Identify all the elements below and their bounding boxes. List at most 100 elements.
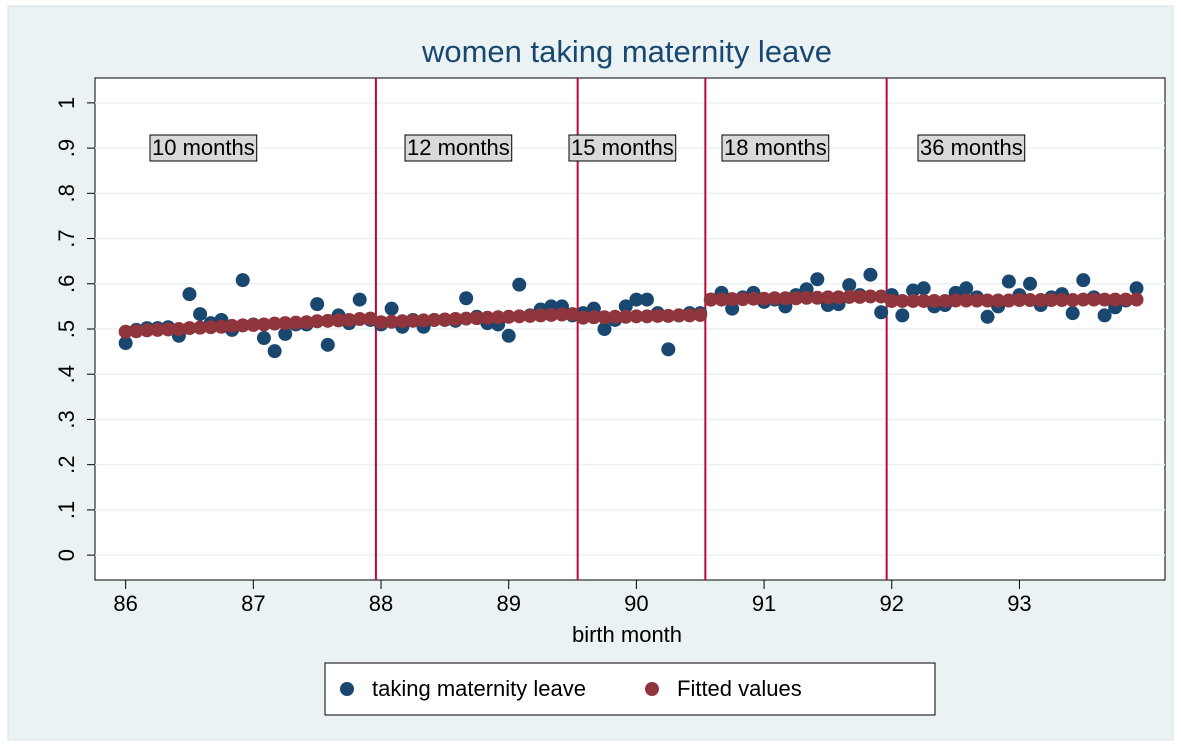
data-point [639, 309, 654, 324]
data-point [629, 309, 644, 324]
legend-label: Fitted values [677, 676, 802, 701]
data-point [842, 278, 857, 293]
data-point [661, 308, 676, 323]
data-point [991, 293, 1006, 308]
data-point [405, 313, 420, 328]
data-point [959, 281, 974, 296]
annotation: 15 months [568, 134, 677, 162]
data-point [267, 344, 282, 359]
data-point [895, 293, 910, 308]
chart-title: women taking maternity leave [421, 34, 832, 69]
data-point [884, 293, 899, 308]
data-point [1097, 308, 1112, 323]
y-tick-label: .9 [54, 139, 79, 157]
y-tick-label: .5 [54, 320, 79, 338]
y-tick-label: 1 [54, 97, 79, 109]
data-point [1001, 274, 1016, 289]
annotation-label: 12 months [407, 135, 510, 160]
data-point [597, 310, 612, 325]
data-point [363, 311, 378, 326]
x-tick-label: 88 [369, 591, 393, 616]
data-point [874, 305, 889, 320]
data-point [693, 307, 708, 322]
data-point [512, 309, 527, 324]
annotation-box [404, 134, 513, 162]
data-point [1076, 292, 1091, 307]
data-point [374, 315, 389, 330]
data-point [1097, 292, 1112, 307]
data-point [256, 317, 271, 332]
data-point [820, 290, 835, 305]
data-point [469, 311, 484, 326]
data-point [703, 292, 718, 307]
x-tick-label: 87 [241, 591, 265, 616]
data-point [427, 312, 442, 327]
data-point [1044, 293, 1059, 308]
data-point [182, 321, 197, 336]
annotation-box [568, 134, 677, 162]
data-point [320, 337, 335, 352]
annotation-box [721, 134, 830, 162]
data-point [448, 312, 463, 327]
data-point [501, 309, 516, 324]
x-tick-label: 92 [880, 591, 904, 616]
data-point [544, 307, 559, 322]
data-point [863, 267, 878, 282]
data-point [150, 322, 165, 337]
data-point [512, 277, 527, 292]
data-point [193, 307, 208, 322]
data-point [682, 308, 697, 323]
data-point [320, 313, 335, 328]
data-point [491, 310, 506, 325]
data-point [1108, 292, 1123, 307]
annotation: 36 months [917, 134, 1026, 162]
x-tick-label: 86 [113, 591, 137, 616]
annotation-label: 10 months [152, 135, 255, 160]
data-point [203, 320, 218, 335]
data-point [437, 312, 452, 327]
data-point [416, 313, 431, 328]
data-point [842, 289, 857, 304]
data-point [937, 293, 952, 308]
data-point [182, 287, 197, 302]
data-point [639, 292, 654, 307]
data-point [331, 313, 346, 328]
y-tick-label: .1 [54, 501, 79, 519]
data-point [916, 281, 931, 296]
data-point [565, 307, 580, 322]
data-point [214, 319, 229, 334]
data-point [384, 301, 399, 316]
data-point [235, 318, 250, 333]
annotation-box [917, 134, 1026, 162]
data-point [246, 317, 261, 332]
data-point [969, 293, 984, 308]
data-point [342, 312, 357, 327]
data-point [1065, 306, 1080, 321]
data-point [139, 323, 154, 338]
data-point [1076, 273, 1091, 288]
data-point [725, 292, 740, 307]
data-point [352, 312, 367, 327]
annotation-label: 15 months [571, 135, 674, 160]
y-tick-label: 0 [54, 549, 79, 561]
data-point [554, 307, 569, 322]
data-point [1118, 292, 1133, 307]
data-point [629, 292, 644, 307]
data-point [906, 293, 921, 308]
data-point [746, 291, 761, 306]
data-point [533, 308, 548, 323]
data-point [597, 322, 612, 336]
x-tick-label: 90 [624, 591, 648, 616]
data-point [310, 297, 325, 312]
data-point [278, 316, 293, 331]
data-point [788, 291, 803, 306]
data-point [310, 314, 325, 329]
y-tick-label: .4 [54, 365, 79, 383]
data-point [352, 292, 367, 307]
legend-box [324, 662, 936, 716]
data-point [895, 308, 910, 323]
x-tick-label: 89 [496, 591, 520, 616]
data-point [1001, 293, 1016, 308]
data-point [1012, 293, 1027, 308]
